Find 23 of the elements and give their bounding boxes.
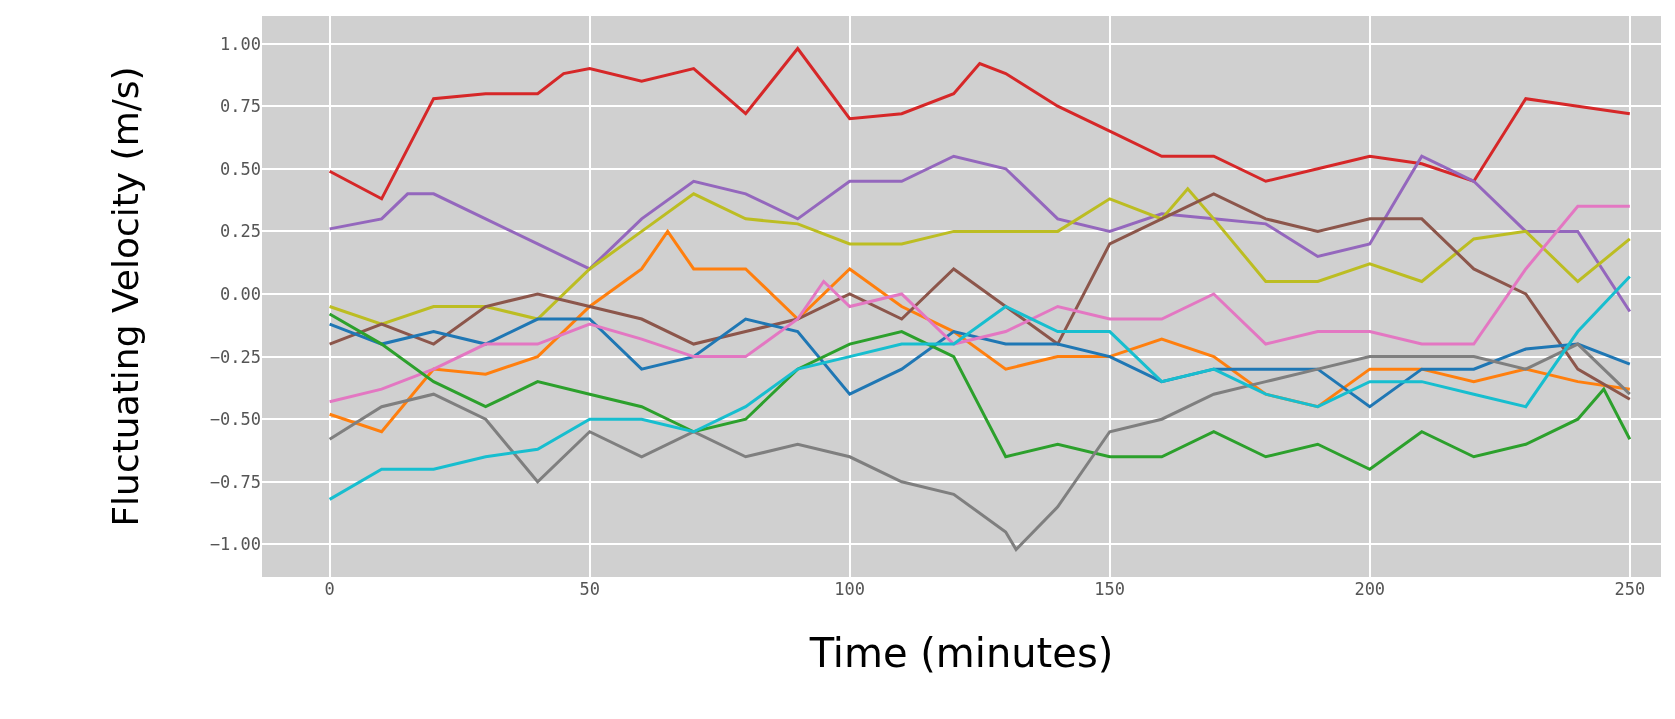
y-tick-label: 0.00: [220, 283, 261, 304]
x-tick-label: 0: [324, 579, 335, 599]
line-series: [328, 342, 1632, 551]
y-tick-label: −0.75: [209, 471, 261, 492]
y-tick-label: 0.25: [220, 221, 261, 242]
y-tick-label: 0.50: [220, 158, 261, 179]
line-series: [328, 47, 1632, 201]
y-tick-label: 1.00: [220, 33, 261, 54]
y-axis-title: Fluctuating Velocity (m/s): [104, 66, 146, 527]
y-tick-label: −1.00: [209, 534, 261, 555]
line-series: [328, 187, 1632, 326]
line-series: [328, 312, 1632, 471]
x-tick-label: 200: [1354, 579, 1386, 599]
line-series: [328, 154, 1632, 314]
x-tick-label: 50: [579, 579, 600, 599]
x-axis-title: Time (minutes): [808, 629, 1114, 676]
x-tick-label: 100: [834, 579, 866, 599]
x-tick-label: 150: [1094, 579, 1126, 599]
x-tick-label: 250: [1614, 579, 1646, 599]
line-series: [328, 274, 1632, 501]
y-tick-label: −0.25: [209, 346, 261, 367]
y-tick-label: −0.50: [209, 409, 261, 430]
y-tick-label: 0.75: [220, 96, 261, 117]
